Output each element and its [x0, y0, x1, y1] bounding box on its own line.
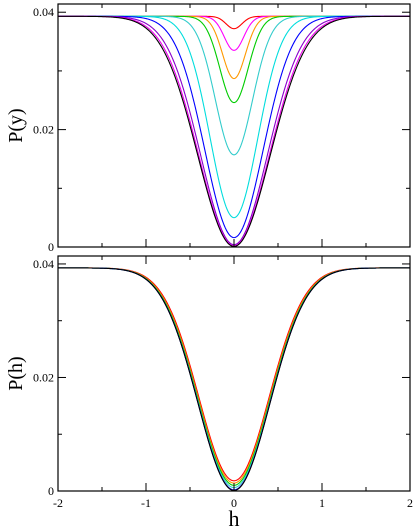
plot-frame: [57, 255, 411, 492]
panel-1: 0 0.02 0.04 P(y): [5, 3, 411, 254]
series-line-3: [58, 267, 410, 486]
y-tick-label: 0.02: [33, 370, 54, 384]
series-line-1: [58, 267, 410, 482]
x-tick-label: 0: [231, 496, 237, 510]
y-tick-label: 0.04: [33, 257, 54, 271]
series-line-4: [58, 267, 410, 489]
series-line-7: [58, 15, 410, 239]
x-tick-label: 1: [319, 496, 325, 510]
series-line-4: [58, 15, 410, 104]
x-axis-label: h: [229, 506, 240, 529]
y-tick-label: 0.04: [33, 5, 54, 19]
y-tick-label: 0: [48, 240, 54, 254]
y-axis-label: P(y): [5, 108, 27, 142]
x-tick-label: -2: [53, 496, 63, 510]
plot-frame: [57, 3, 411, 248]
x-tick-label: 2: [407, 496, 413, 510]
y-tick-label: 0: [48, 484, 54, 498]
series-line-5: [58, 15, 410, 156]
series-line-2: [58, 15, 410, 51]
panel-2: 0 0.02 0.04 -2 -1 0 1 2 P(h) h: [5, 255, 413, 529]
series-line-6: [58, 15, 410, 219]
series-line-2: [58, 267, 410, 484]
series-line-6: [58, 267, 410, 491]
series-line-5: [58, 267, 410, 491]
y-tick-label: 0.02: [33, 123, 54, 137]
series-line-3: [58, 15, 410, 80]
series-line-1: [58, 15, 410, 30]
x-tick-label: -1: [141, 496, 151, 510]
y-axis-label: P(h): [5, 356, 27, 390]
